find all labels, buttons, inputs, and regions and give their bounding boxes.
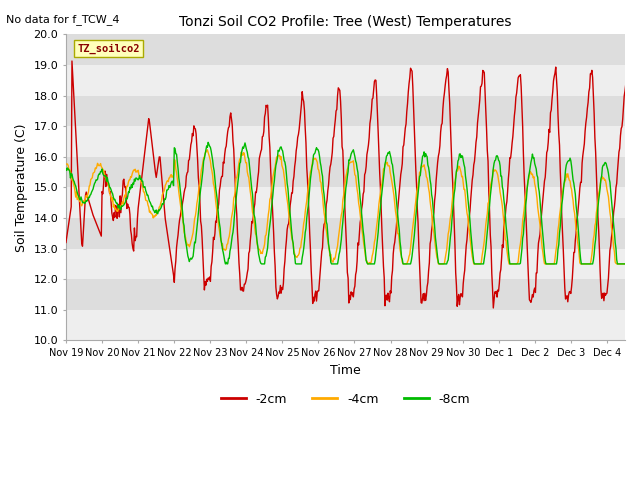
Y-axis label: Soil Temperature (C): Soil Temperature (C) <box>15 123 28 252</box>
Bar <box>66 187 625 218</box>
X-axis label: Time: Time <box>330 364 361 377</box>
Bar <box>66 65 625 96</box>
Bar <box>66 279 625 310</box>
Bar <box>66 157 625 187</box>
Title: Tonzi Soil CO2 Profile: Tree (West) Temperatures: Tonzi Soil CO2 Profile: Tree (West) Temp… <box>179 15 512 29</box>
Bar <box>66 96 625 126</box>
Text: No data for f_TCW_4: No data for f_TCW_4 <box>6 14 120 25</box>
Bar <box>66 249 625 279</box>
Bar <box>66 310 625 340</box>
Legend: -2cm, -4cm, -8cm: -2cm, -4cm, -8cm <box>216 388 476 411</box>
Text: TZ_soilco2: TZ_soilco2 <box>77 44 140 54</box>
Bar <box>66 126 625 157</box>
Bar <box>66 35 625 65</box>
Bar <box>66 218 625 249</box>
